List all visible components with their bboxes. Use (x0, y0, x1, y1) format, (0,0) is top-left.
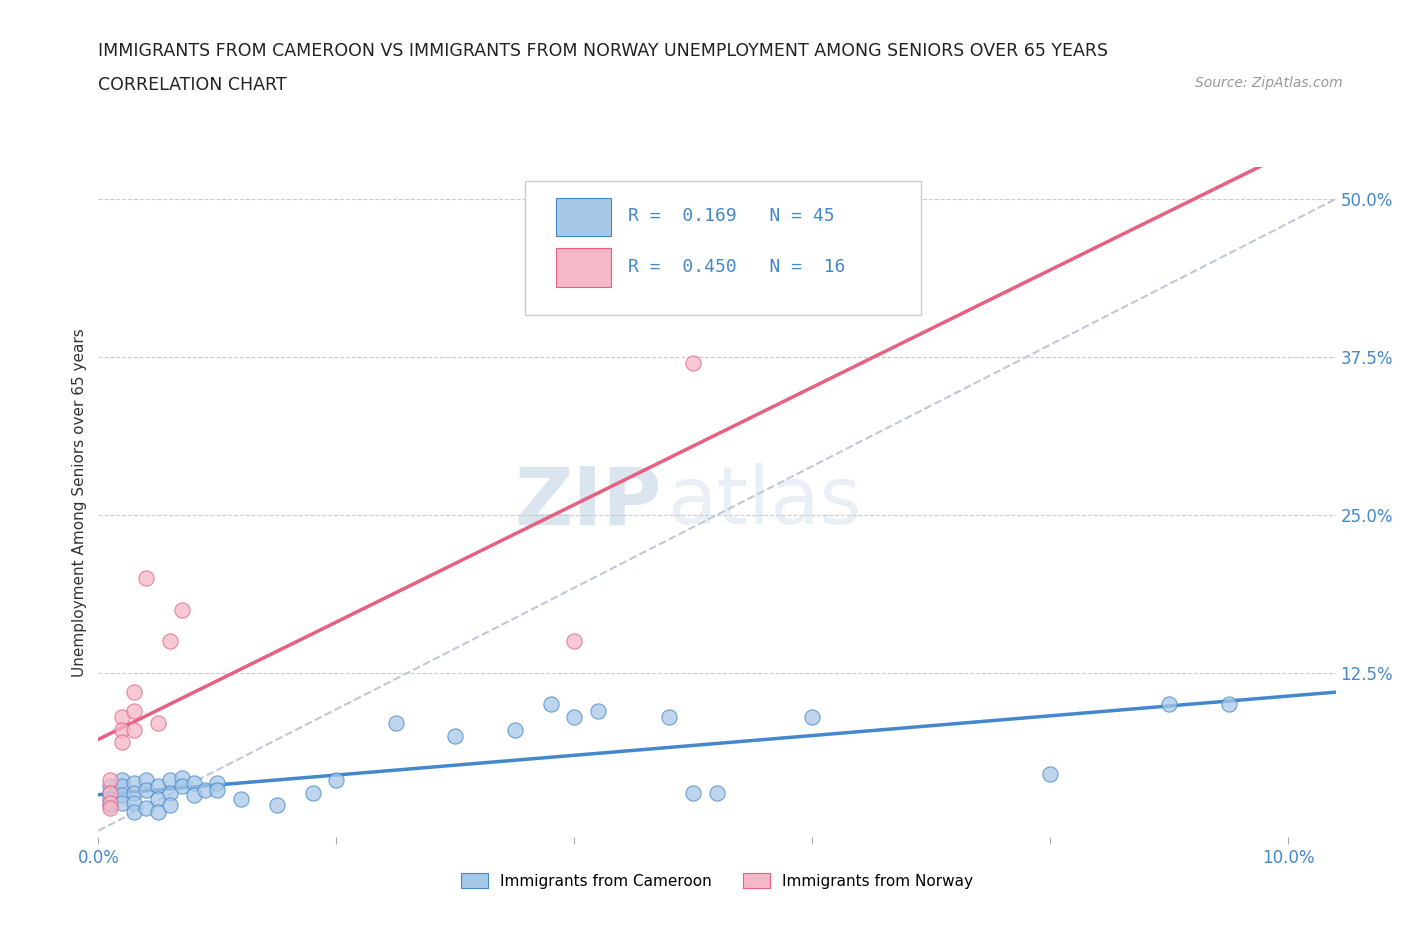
Point (135, 773, 157, 788)
Point (385, 716, 408, 731)
Point (194, 783, 217, 798)
Point (98, 779, 121, 794)
Point (159, 633, 181, 648)
Point (135, 801, 157, 816)
Point (135, 783, 157, 798)
Point (98, 795, 121, 810)
Point (444, 728, 467, 743)
Point (146, 791, 169, 806)
Point (658, 710, 681, 724)
Text: CORRELATION CHART: CORRELATION CHART (98, 76, 287, 94)
Point (207, 783, 229, 798)
Point (682, 356, 704, 371)
Point (122, 776, 145, 790)
Point (122, 795, 145, 810)
Text: Source: ZipAtlas.com: Source: ZipAtlas.com (1195, 76, 1343, 90)
Point (111, 710, 134, 724)
Point (159, 798, 181, 813)
Point (122, 684, 145, 699)
Point (266, 798, 288, 813)
Point (170, 779, 193, 794)
Point (503, 723, 526, 737)
Point (111, 773, 134, 788)
Point (135, 571, 157, 586)
Point (586, 703, 609, 718)
Point (159, 785, 181, 800)
Point (562, 633, 585, 648)
Point (1039, 766, 1062, 781)
Point (183, 776, 205, 790)
Point (122, 723, 145, 737)
Text: R =  0.169   N = 45: R = 0.169 N = 45 (628, 206, 835, 225)
FancyBboxPatch shape (526, 180, 921, 314)
Point (98, 785, 121, 800)
Point (1218, 697, 1240, 711)
Point (111, 779, 134, 794)
Point (170, 770, 193, 785)
Text: R =  0.450   N =  16: R = 0.450 N = 16 (628, 258, 845, 275)
Point (111, 795, 134, 810)
Point (98, 791, 121, 806)
Point (540, 697, 562, 711)
Point (207, 776, 229, 790)
Point (98, 773, 121, 788)
Point (122, 785, 145, 800)
Point (231, 791, 253, 806)
Point (146, 804, 169, 819)
Point (98, 801, 121, 816)
Text: atlas: atlas (668, 463, 862, 541)
Text: ZIP: ZIP (515, 463, 661, 541)
Y-axis label: Unemployment Among Seniors over 65 years: Unemployment Among Seniors over 65 years (72, 328, 87, 677)
Point (301, 785, 323, 800)
Point (122, 804, 145, 819)
Point (146, 716, 169, 731)
FancyBboxPatch shape (557, 197, 610, 236)
Text: IMMIGRANTS FROM CAMEROON VS IMMIGRANTS FROM NORWAY UNEMPLOYMENT AMONG SENIORS OV: IMMIGRANTS FROM CAMEROON VS IMMIGRANTS F… (98, 42, 1108, 60)
Point (562, 710, 585, 724)
Legend: Immigrants from Cameroon, Immigrants from Norway: Immigrants from Cameroon, Immigrants fro… (453, 865, 981, 897)
Point (98, 798, 121, 813)
Point (146, 779, 169, 794)
Point (170, 602, 193, 617)
Point (183, 788, 205, 803)
Point (801, 710, 824, 724)
Point (682, 785, 704, 800)
Point (706, 785, 728, 800)
Point (1159, 697, 1181, 711)
Point (325, 773, 347, 788)
Point (98, 785, 121, 800)
Point (122, 703, 145, 718)
Point (111, 788, 134, 803)
FancyBboxPatch shape (557, 248, 610, 287)
Point (111, 723, 134, 737)
Point (159, 773, 181, 788)
Point (111, 735, 134, 750)
